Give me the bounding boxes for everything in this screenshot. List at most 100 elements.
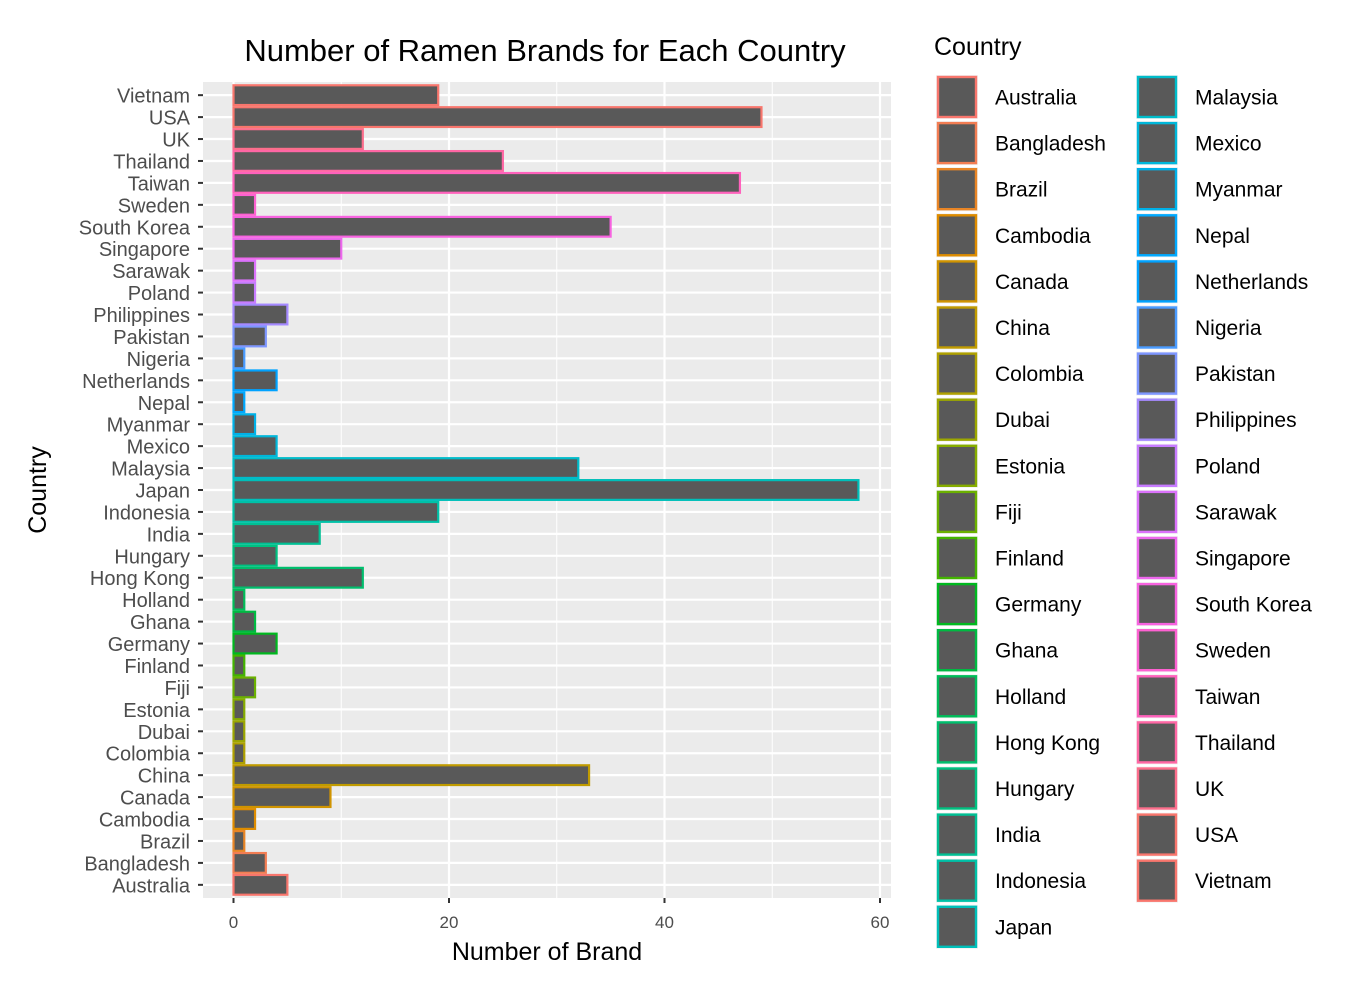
y-tick-label: Australia — [112, 875, 191, 897]
y-tick-label: Finland — [124, 656, 190, 678]
legend-swatch-mexico — [1136, 121, 1178, 165]
legend-label: Philippines — [1195, 409, 1297, 432]
legend-swatch-cambodia — [936, 214, 978, 257]
y-tick-label: USA — [149, 108, 191, 130]
legend-label: Sarawak — [1195, 501, 1277, 524]
legend-swatch-hong-kong — [936, 721, 978, 764]
bar-nigeria — [232, 347, 246, 370]
bar-australia — [232, 873, 289, 896]
legend-label: Finland — [995, 548, 1064, 571]
legend-label: Fiji — [995, 501, 1022, 524]
x-tick-label: 0 — [229, 913, 238, 932]
bar-ghana — [232, 610, 257, 633]
y-tick-label: Cambodia — [99, 810, 191, 832]
legend-label: Poland — [1195, 455, 1260, 478]
legend-label: Nigeria — [1195, 317, 1262, 340]
x-tick-label: 20 — [440, 913, 459, 932]
bar-india — [232, 522, 321, 545]
bar-canada — [232, 786, 332, 809]
legend-swatch-estonia — [936, 444, 978, 487]
legend-label: India — [995, 824, 1041, 847]
y-tick-label: Hong Kong — [90, 568, 190, 590]
legend-swatch-myanmar — [1136, 167, 1178, 211]
y-tick-label: Netherlands — [82, 371, 190, 393]
legend-label: Myanmar — [1195, 179, 1283, 202]
legend-label: China — [995, 317, 1050, 340]
y-tick-label: Singapore — [99, 239, 190, 261]
legend-label: Holland — [995, 686, 1066, 709]
legend-label: Taiwan — [1195, 686, 1260, 709]
legend-label: Mexico — [1195, 133, 1262, 156]
y-tick-label: Myanmar — [107, 415, 191, 437]
y-tick-label: Germany — [108, 634, 190, 656]
y-tick-label: Taiwan — [128, 173, 190, 195]
y-tick-label: Thailand — [113, 151, 190, 173]
legend-label: Hungary — [995, 778, 1075, 801]
legend-label: Hong Kong — [995, 732, 1100, 755]
bar-taiwan — [232, 171, 742, 194]
y-tick-label: Mexico — [127, 437, 190, 459]
legend-swatch-hungary — [936, 767, 978, 810]
legend-label: USA — [1195, 824, 1238, 847]
bar-china — [232, 764, 591, 787]
bar-sweden — [232, 193, 257, 216]
legend-swatch-thailand — [1136, 721, 1178, 764]
legend-swatch-singapore — [1136, 536, 1178, 580]
x-tick-label: 60 — [871, 913, 890, 932]
bar-dubai — [232, 720, 246, 743]
legend-swatch-finland — [936, 536, 978, 580]
bar-uk — [232, 128, 364, 151]
legend-label: Ghana — [995, 640, 1058, 663]
y-tick-label: Sarawak — [112, 261, 191, 283]
legend-swatch-ghana — [936, 629, 978, 672]
y-tick-label: South Korea — [79, 217, 191, 239]
y-tick-label: Fiji — [164, 678, 190, 700]
bar-south-korea — [232, 215, 612, 238]
legend-swatch-bangladesh — [936, 121, 978, 165]
bar-hungary — [232, 544, 278, 567]
bar-pakistan — [232, 325, 267, 348]
legend-swatch-vietnam — [1136, 859, 1178, 902]
legend-label: Australia — [995, 87, 1077, 110]
bar-colombia — [232, 742, 246, 765]
y-tick-label: Sweden — [118, 195, 190, 217]
y-tick-label: Japan — [136, 481, 191, 503]
y-tick-label: India — [147, 524, 191, 546]
legend-swatch-nigeria — [1136, 306, 1178, 349]
y-tick-label: Bangladesh — [84, 853, 190, 875]
y-axis-title: Country — [24, 446, 52, 534]
legend-label: Estonia — [995, 455, 1065, 478]
y-tick-label: Vietnam — [117, 86, 190, 108]
legend-swatch-malaysia — [1136, 75, 1178, 119]
legend-swatch-nepal — [1136, 214, 1178, 257]
legend-label: Singapore — [1195, 548, 1291, 571]
legend-swatch-australia — [936, 75, 978, 119]
y-tick-label: Estonia — [123, 700, 191, 722]
legend-label: Vietnam — [1195, 870, 1272, 893]
y-tick-label: Pakistan — [113, 327, 190, 349]
legend-swatch-india — [936, 813, 978, 856]
legend-swatch-germany — [936, 582, 978, 626]
y-tick-label: Ghana — [130, 612, 191, 634]
legend-swatch-poland — [1136, 444, 1178, 487]
bar-brazil — [232, 829, 246, 852]
bar-cambodia — [232, 808, 257, 831]
y-tick-label: Nepal — [138, 393, 190, 415]
bar-mexico — [232, 435, 278, 458]
legend-swatch-sweden — [1136, 629, 1178, 672]
y-tick-label: Dubai — [138, 722, 190, 744]
legend-label: Canada — [995, 271, 1069, 294]
bar-finland — [232, 654, 246, 677]
legend-label: Pakistan — [1195, 363, 1276, 386]
legend-swatch-japan — [936, 905, 978, 948]
legend-label: Malaysia — [1195, 87, 1278, 110]
y-tick-label: China — [138, 766, 191, 788]
legend-swatch-dubai — [936, 398, 978, 441]
legend-title: Country — [934, 33, 1022, 61]
y-tick-label: Colombia — [106, 744, 191, 766]
y-tick-label: Canada — [120, 788, 191, 810]
chart-title: Number of Ramen Brands for Each Country — [244, 33, 846, 68]
bar-bangladesh — [232, 851, 267, 874]
bar-usa — [232, 106, 763, 129]
legend-swatch-taiwan — [1136, 675, 1178, 718]
